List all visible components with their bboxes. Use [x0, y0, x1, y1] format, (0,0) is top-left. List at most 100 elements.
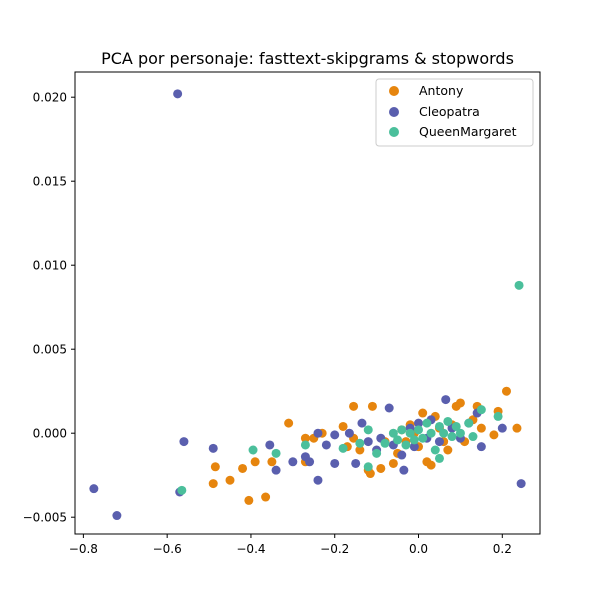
point-cleopatra-17	[351, 458, 361, 468]
point-queenmargaret-22	[434, 453, 444, 463]
point-cleopatra-13	[321, 440, 331, 450]
point-antony-10	[300, 433, 310, 443]
point-cleopatra-15	[330, 430, 340, 440]
point-cleopatra-8	[288, 457, 298, 467]
point-cleopatra-7	[271, 465, 281, 475]
point-queenmargaret-18	[422, 418, 432, 428]
point-cleopatra-27	[409, 442, 419, 452]
point-cleopatra-14	[330, 458, 340, 468]
point-cleopatra-0	[89, 484, 99, 494]
x-tick-label-3: −0.2	[320, 542, 349, 556]
x-tick-label-5: 0.2	[493, 542, 512, 556]
y-tick-label-0: −0.005	[23, 511, 67, 525]
point-queenmargaret-32	[514, 280, 524, 290]
y-tick-label-1: 0.000	[33, 427, 67, 441]
point-antony-7	[267, 457, 277, 467]
point-queenmargaret-7	[363, 462, 373, 472]
point-antony-32	[426, 460, 436, 470]
x-tick-label-0: −0.8	[69, 542, 98, 556]
point-queenmargaret-0	[177, 485, 187, 495]
point-antony-23	[388, 458, 398, 468]
point-cleopatra-37	[476, 442, 486, 452]
point-cleopatra-28	[414, 418, 424, 428]
point-cleopatra-32	[441, 395, 451, 405]
point-antony-1	[210, 462, 220, 472]
legend-marker-cleopatra	[389, 107, 399, 117]
point-cleopatra-12	[313, 428, 323, 438]
point-antony-2	[225, 475, 235, 485]
point-antony-3	[238, 463, 248, 473]
point-antony-36	[443, 445, 453, 455]
y-tick-label-3: 0.010	[33, 259, 67, 273]
point-queenmargaret-26	[451, 421, 461, 431]
point-queenmargaret-30	[476, 405, 486, 415]
legend-marker-antony	[389, 86, 399, 96]
point-antony-44	[489, 430, 499, 440]
point-antony-4	[244, 495, 254, 505]
point-antony-46	[501, 386, 511, 396]
x-tick-label-1: −0.6	[153, 542, 182, 556]
point-queenmargaret-13	[401, 440, 411, 450]
point-cleopatra-18	[357, 418, 367, 428]
point-antony-8	[284, 418, 294, 428]
point-cleopatra-16	[344, 428, 354, 438]
point-queenmargaret-6	[363, 425, 373, 435]
point-cleopatra-38	[497, 423, 507, 433]
point-queenmargaret-4	[338, 443, 348, 453]
point-queenmargaret-24	[443, 416, 453, 426]
legend: Antony Cleopatra QueenMargaret	[375, 78, 534, 147]
legend-label-cleopatra: Cleopatra	[419, 104, 480, 119]
point-antony-39	[455, 398, 465, 408]
point-queenmargaret-27	[455, 428, 465, 438]
legend-frame	[375, 78, 534, 147]
point-antony-0	[208, 479, 218, 489]
point-queenmargaret-23	[439, 428, 449, 438]
point-cleopatra-11	[313, 475, 323, 485]
point-cleopatra-1	[112, 511, 122, 521]
y-axis: −0.005 0.000 0.005 0.010 0.015 0.020	[23, 91, 75, 525]
point-queenmargaret-16	[414, 425, 424, 435]
point-antony-21	[376, 463, 386, 473]
point-antony-5	[250, 457, 260, 467]
point-queenmargaret-15	[409, 435, 419, 445]
x-tick-label-2: −0.4	[236, 542, 265, 556]
point-antony-6	[261, 492, 271, 502]
point-queenmargaret-28	[464, 418, 474, 428]
point-cleopatra-22	[384, 403, 394, 413]
point-antony-30	[418, 408, 428, 418]
point-cleopatra-10	[305, 457, 315, 467]
point-queenmargaret-25	[447, 432, 457, 442]
y-tick-label-4: 0.015	[33, 175, 67, 189]
point-cleopatra-4	[179, 437, 189, 447]
point-queenmargaret-11	[393, 435, 403, 445]
x-axis: −0.8 −0.6 −0.4 −0.2 0.0 0.2	[69, 534, 512, 556]
point-cleopatra-25	[399, 465, 409, 475]
point-antony-17	[355, 445, 365, 455]
plot-area-frame	[74, 71, 541, 535]
point-cleopatra-31	[434, 437, 444, 447]
x-tick-label-4: 0.0	[409, 542, 428, 556]
y-tick-label-5: 0.020	[33, 91, 67, 105]
point-queenmargaret-5	[355, 438, 365, 448]
point-queenmargaret-12	[397, 425, 407, 435]
point-queenmargaret-10	[388, 428, 398, 438]
point-queenmargaret-8	[372, 448, 382, 458]
point-cleopatra-5	[208, 443, 218, 453]
point-queenmargaret-29	[468, 432, 478, 442]
point-queenmargaret-19	[426, 428, 436, 438]
point-queenmargaret-2	[271, 448, 281, 458]
point-queenmargaret-17	[418, 433, 428, 443]
points-layer	[89, 89, 526, 521]
legend-label-queenmargaret: QueenMargaret	[419, 124, 517, 139]
chart-title: PCA por personaje: fasttext-skipgrams & …	[101, 49, 514, 68]
point-antony-20	[367, 401, 377, 411]
point-antony-13	[338, 421, 348, 431]
point-queenmargaret-31	[493, 411, 503, 421]
point-cleopatra-19	[363, 437, 373, 447]
legend-label-antony: Antony	[419, 83, 464, 98]
point-cleopatra-2	[173, 89, 183, 99]
point-queenmargaret-20	[430, 445, 440, 455]
point-queenmargaret-21	[434, 421, 444, 431]
point-queenmargaret-14	[405, 428, 415, 438]
